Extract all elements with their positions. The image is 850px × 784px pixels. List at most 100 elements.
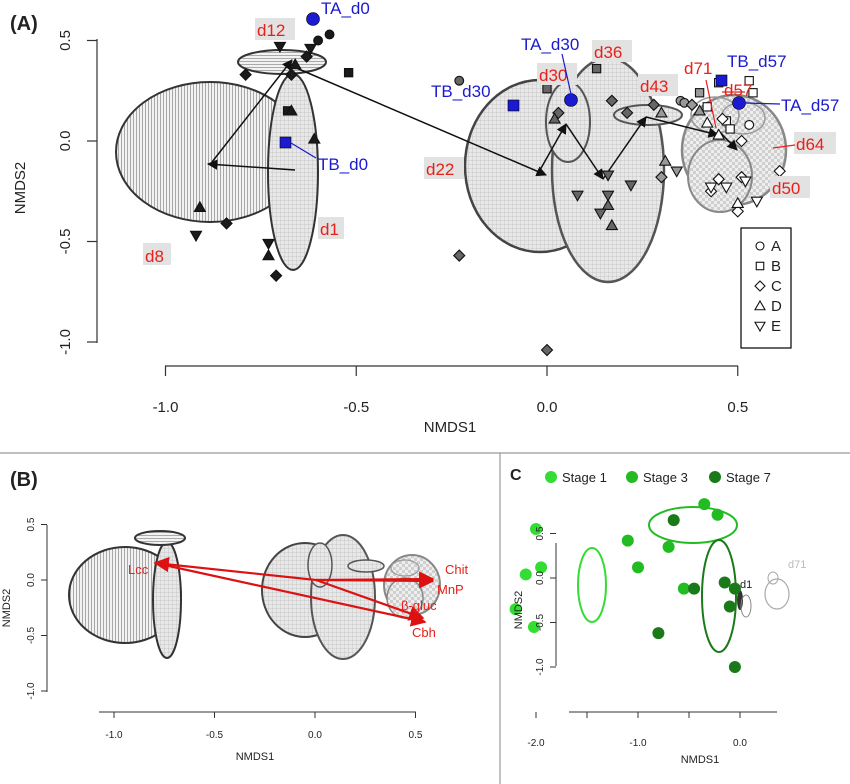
vector-lcc — [153, 556, 317, 582]
label-d30: d30 — [539, 66, 567, 85]
panel-b-tag: (B) — [10, 469, 38, 491]
panel-c-annotations: d1 d71 — [740, 559, 806, 591]
panel-a-y-tick-label: 0.5 — [57, 30, 74, 51]
panel-c-y-tick-label: 0.0 — [535, 571, 546, 585]
panel-a-y-tick-label: 0.0 — [57, 131, 74, 152]
point-e-6 — [601, 170, 615, 182]
point-b-10 — [702, 102, 712, 112]
point-e-3 — [262, 238, 275, 251]
panel-b-vector-labels: Lcc Chit MnP β-gluc Cbh — [128, 562, 469, 640]
point-b-9 — [725, 124, 735, 134]
point-d-12 — [655, 106, 668, 118]
stage-3-point-4 — [677, 582, 690, 595]
point-e-8 — [624, 180, 638, 192]
b-ellipse-d12 — [134, 530, 186, 546]
label-ta-d30: TA_d30 — [521, 35, 579, 54]
point-c-13 — [735, 134, 748, 148]
stage-3-point-1 — [698, 498, 711, 511]
legend-label-e: E — [771, 318, 781, 335]
legend-dot-stage-1 — [545, 471, 557, 483]
label-d57: d57 — [724, 81, 752, 100]
b-ellipse-d1 — [152, 541, 182, 659]
panel-b-y-tick-label: -1.0 — [26, 682, 37, 700]
point-c-6 — [540, 343, 554, 357]
panel-b-x-tick-label: -1.0 — [105, 730, 123, 741]
panel-b-x-tick-label: -0.5 — [206, 730, 224, 741]
point-d-4 — [262, 248, 275, 261]
panel-b-y-tick-label: 0.5 — [26, 517, 37, 531]
point-c-4 — [269, 269, 283, 282]
legend-label-b: B — [771, 258, 781, 275]
point-d-7 — [605, 218, 619, 231]
label-d1: d1 — [320, 220, 339, 239]
vector-label-mnp: MnP — [437, 582, 464, 597]
stage-3-point-0 — [621, 534, 634, 547]
panel-b-y-label: NMDS2 — [1, 589, 13, 628]
panel-b-x-tick-label: 0.0 — [308, 730, 322, 741]
panel-c-y-tick-label: -0.5 — [535, 613, 546, 631]
stage-1-point-4 — [519, 568, 532, 581]
label-d12: d12 — [257, 21, 285, 40]
point-d-1 — [288, 58, 302, 70]
stage-7-point-3 — [728, 582, 741, 595]
label-bg-d43 — [638, 74, 678, 96]
stage-1-point-2 — [535, 561, 548, 574]
point-b-0 — [343, 67, 354, 78]
point-c-3 — [220, 217, 233, 230]
point-d-2 — [284, 104, 298, 116]
annotation-d71: d71 — [788, 559, 806, 571]
point-d-10 — [700, 116, 714, 128]
point-c-18 — [655, 170, 668, 184]
label-bg-d64 — [794, 132, 836, 154]
panel-c-y-label: NMDS2 — [513, 591, 525, 630]
point-b-2 — [542, 84, 552, 94]
panel-a-points — [189, 29, 786, 357]
d71-ellipse — [764, 578, 790, 610]
label-bg-d8 — [143, 243, 171, 265]
point-e-7 — [593, 208, 607, 220]
point-d-13 — [731, 196, 745, 208]
label-d50: d50 — [772, 179, 800, 198]
panel-c-tag: C — [510, 467, 522, 484]
legend-box — [740, 227, 792, 349]
legend-label-stage-7: Stage 7 — [726, 470, 771, 485]
panel-b: (B) Lcc Chit MnP β-gluc Cbh — [1, 469, 469, 763]
point-c-15 — [731, 205, 745, 218]
point-c-0 — [239, 68, 252, 81]
trajectory-arrow-d43-d50 — [645, 116, 720, 138]
label-d71: d71 — [684, 59, 712, 78]
point-c-11 — [685, 98, 699, 112]
trajectory-arrow-d22-d30 — [539, 123, 567, 171]
panel-b-y-tick-label: 0.0 — [26, 573, 37, 587]
point-c-8 — [605, 94, 619, 108]
leader-d64 — [772, 144, 796, 149]
point-a-0 — [313, 35, 324, 46]
panel-a: (A) — [10, 0, 839, 436]
vector-label-cbh: Cbh — [412, 625, 436, 640]
point-e-13 — [750, 196, 764, 208]
point-d-8 — [658, 154, 672, 166]
panel-a-axes: -1.0 -0.5 0.0 0.5 0.5 0.0 -0.5 -1.0 NMDS1 NMDS2 — [12, 30, 748, 436]
trajectory-arrow-d0-d1 — [206, 159, 296, 171]
point-a-2 — [454, 75, 465, 86]
point-b-3 — [591, 63, 602, 74]
point-d-11 — [712, 128, 726, 140]
panel-a-x-tick-label: 0.5 — [727, 399, 748, 416]
point-b-6 — [744, 76, 754, 86]
legend-label-c: C — [771, 278, 782, 295]
centroid-tb-d0 — [279, 136, 292, 149]
panel-a-y-label: NMDS2 — [12, 162, 29, 215]
leader-tb-d0 — [290, 142, 317, 159]
point-e-1 — [304, 43, 317, 56]
ellipse-d12 — [237, 49, 327, 75]
centroid-ta-d57 — [732, 96, 746, 110]
legend-symbol-d — [754, 299, 766, 311]
leader-d71 — [705, 79, 717, 129]
leader-ta-d57 — [744, 102, 781, 105]
legend-label-a: A — [771, 238, 781, 255]
panel-b-y-tick-label: -0.5 — [26, 626, 37, 644]
stage-3-point-5 — [632, 561, 644, 574]
stage-3-point-2 — [662, 540, 675, 553]
label-d36: d36 — [594, 43, 622, 62]
label-d8: d8 — [145, 247, 164, 266]
